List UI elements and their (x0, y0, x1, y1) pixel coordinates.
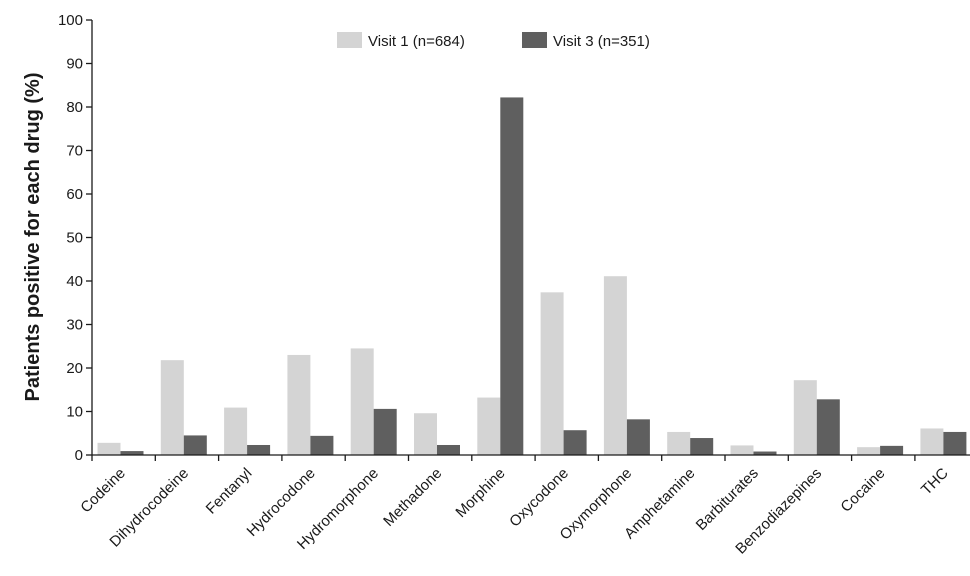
legend: Visit 1 (n=684) Visit 3 (n=351) (337, 32, 650, 50)
bar-visit1 (667, 431, 691, 455)
bar-visit1 (477, 397, 501, 455)
bar-visit3 (310, 435, 334, 455)
y-axis-label: Patients positive for each drug (%) (22, 73, 44, 402)
x-tick-label: Cocaine (837, 465, 888, 516)
bar-visit1 (793, 380, 817, 455)
x-tick-label: Barbiturates (693, 465, 762, 534)
y-tick-label: 90 (66, 56, 83, 73)
x-tick-label: Oxycodone (506, 465, 572, 531)
x-tick-label: Methadone (380, 465, 445, 530)
bar-visit1 (920, 428, 944, 455)
bar-visit3 (563, 430, 587, 455)
bar-visit3 (500, 97, 524, 456)
legend-swatch (522, 32, 547, 48)
y-axis: 0 10 20 30 40 50 60 70 80 90 100 (58, 12, 93, 464)
y-tick-label: 30 (66, 317, 83, 334)
y-tick-label: 50 (66, 230, 83, 247)
bar-visit1 (540, 292, 564, 455)
legend-label: Visit 3 (n=351) (553, 33, 650, 50)
y-tick-label: 10 (66, 404, 83, 421)
bar-visit3 (753, 451, 777, 455)
y-tick-label: 40 (66, 273, 83, 290)
bar-visit1 (730, 445, 754, 455)
bar-visit1 (350, 348, 374, 455)
bar-visit3 (943, 431, 967, 455)
y-tick-label: 70 (66, 143, 83, 160)
y-tick-label: 60 (66, 186, 83, 203)
bar-visit3 (437, 444, 460, 455)
y-tick-label: 100 (58, 12, 83, 29)
legend-swatch (337, 32, 362, 48)
bar-visit1 (160, 360, 184, 455)
bar-visit1 (603, 276, 627, 455)
x-tick-label: Morphine (452, 465, 508, 521)
x-tick-label: THC (918, 465, 952, 499)
bar-visit3 (880, 445, 904, 455)
bar-visit1 (414, 413, 437, 455)
bar-visit1 (224, 407, 248, 455)
bar-visit1 (97, 442, 121, 455)
bars (97, 97, 967, 456)
bar-visit3 (183, 435, 207, 455)
x-tick-label: Codeine (77, 465, 129, 517)
bar-visit1 (287, 354, 311, 455)
bar-visit1 (857, 447, 881, 455)
bar-visit3 (816, 399, 840, 455)
bar-visit3 (120, 451, 144, 455)
legend-label: Visit 1 (n=684) (368, 33, 465, 50)
bar-visit3 (247, 444, 271, 455)
y-tick-label: 20 (66, 360, 83, 377)
bar-visit3 (373, 408, 397, 455)
y-tick-label: 80 (66, 99, 83, 116)
bar-visit3 (690, 438, 714, 455)
bar-visit3 (626, 419, 650, 455)
y-tick-label: 0 (75, 447, 83, 464)
x-tick-label: Fentanyl (203, 465, 256, 518)
